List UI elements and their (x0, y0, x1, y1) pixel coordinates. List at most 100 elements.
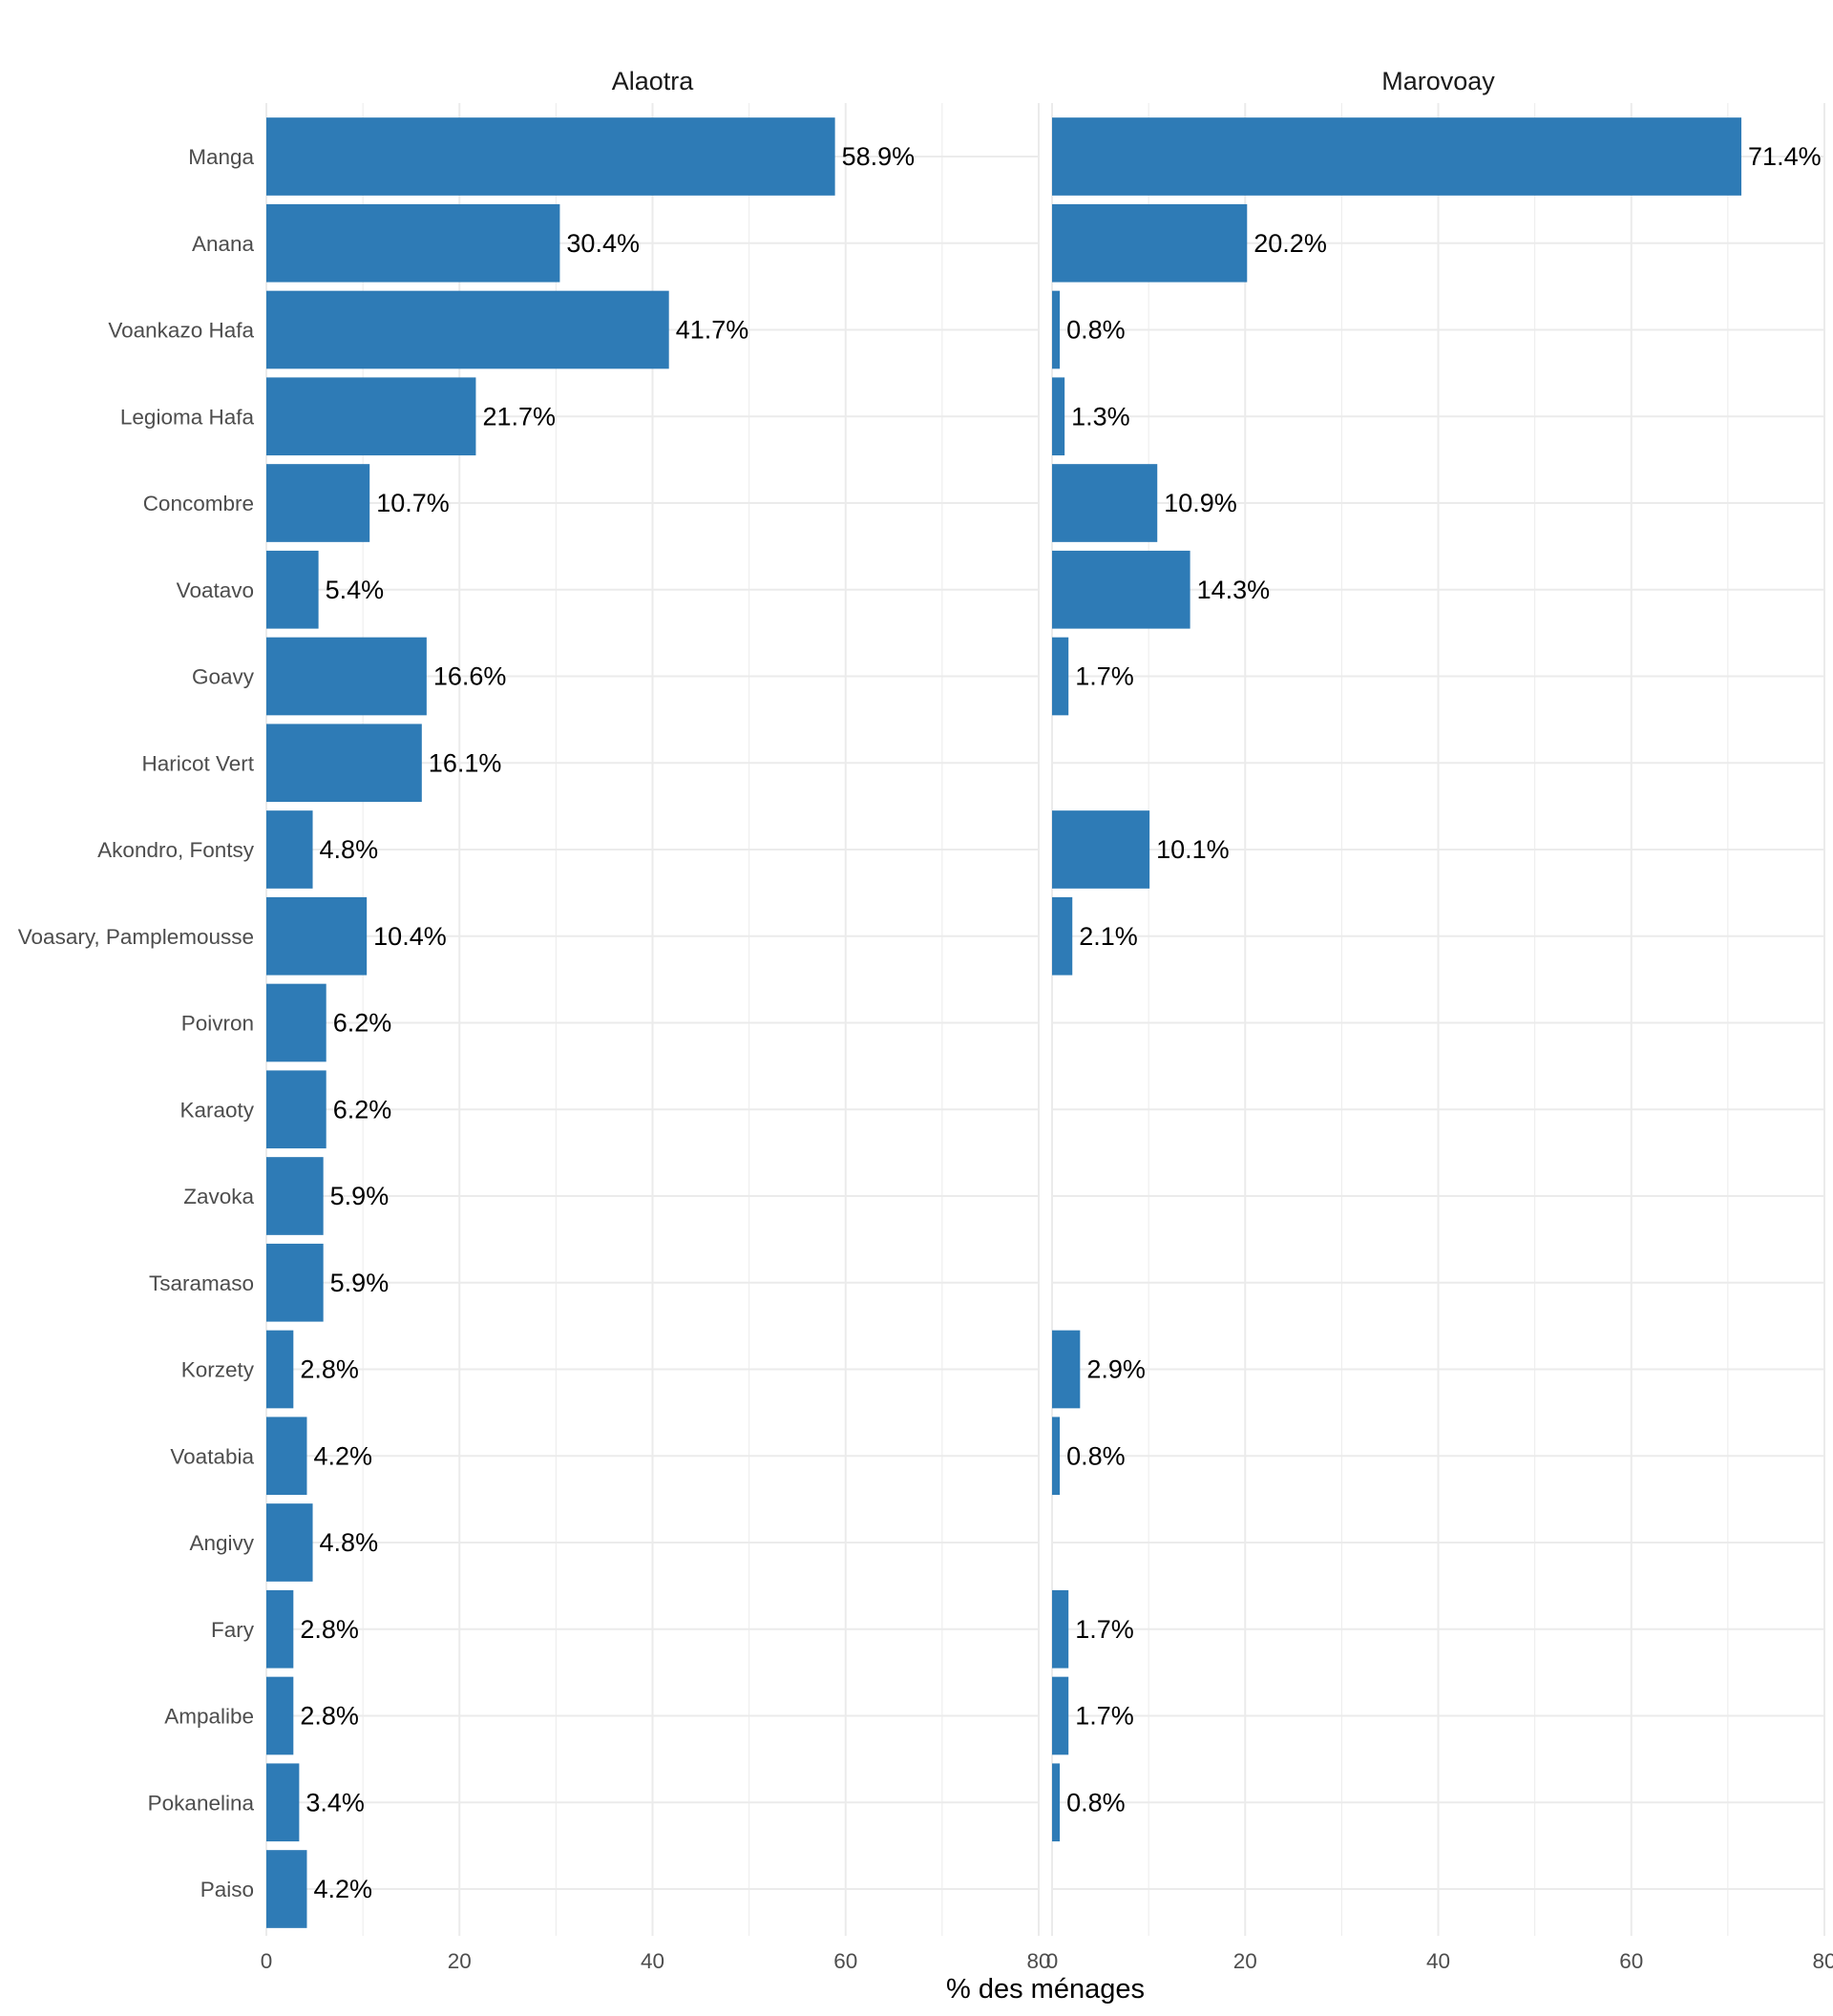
x-tick-label: 40 (641, 1949, 664, 1973)
facet-title: Alaotra (612, 67, 695, 95)
bar (266, 983, 327, 1062)
bar (266, 1503, 313, 1582)
bar (1052, 290, 1061, 369)
category-label: Korzety (181, 1358, 255, 1382)
data-label: 10.4% (373, 922, 447, 951)
x-tick-label: 60 (1619, 1949, 1643, 1973)
data-label: 4.8% (320, 1528, 379, 1557)
data-label: 2.1% (1079, 922, 1138, 951)
category-label: Ampalibe (164, 1705, 254, 1729)
facet-title: Marovoay (1381, 67, 1495, 95)
category-label: Paiso (200, 1878, 254, 1901)
data-label: 1.7% (1075, 1615, 1134, 1644)
data-label: 3.4% (306, 1788, 365, 1816)
x-tick-label: 80 (1026, 1949, 1050, 1973)
data-label: 5.4% (326, 576, 385, 604)
bar (266, 1243, 324, 1322)
bar (266, 290, 669, 369)
data-label: 10.1% (1156, 835, 1230, 864)
bar (266, 724, 422, 803)
data-label: 1.7% (1075, 662, 1134, 691)
data-label: 4.2% (313, 1875, 372, 1903)
category-label: Goavy (192, 665, 255, 689)
data-label: 4.8% (320, 835, 379, 864)
bar (266, 637, 427, 716)
data-label: 2.9% (1086, 1355, 1146, 1384)
data-label: 2.8% (300, 1355, 359, 1384)
data-label: 14.3% (1197, 576, 1271, 604)
data-label: 5.9% (330, 1269, 390, 1297)
data-label: 4.2% (313, 1441, 372, 1470)
bar (266, 550, 319, 629)
bar (266, 1157, 324, 1235)
data-label: 0.8% (1066, 316, 1126, 345)
bar (1052, 117, 1742, 196)
data-label: 2.8% (300, 1615, 359, 1644)
bar (266, 1070, 327, 1149)
category-label: Concombre (143, 492, 254, 515)
bar (266, 896, 368, 976)
category-label: Karaoty (179, 1098, 254, 1122)
bar (266, 1330, 294, 1409)
data-label: 16.6% (433, 662, 507, 691)
x-tick-label: 20 (1233, 1949, 1257, 1973)
x-tick-label: 0 (261, 1949, 273, 1973)
data-label: 2.8% (300, 1702, 359, 1731)
category-label: Anana (192, 232, 255, 256)
data-label: 10.9% (1164, 489, 1237, 517)
category-label: Poivron (181, 1012, 254, 1036)
category-label: Voatavo (177, 578, 254, 602)
bar (1052, 550, 1190, 629)
data-label: 1.3% (1071, 402, 1130, 430)
x-tick-label: 60 (833, 1949, 857, 1973)
bar (1052, 1763, 1061, 1842)
bar (1052, 637, 1069, 716)
bar (1052, 377, 1065, 456)
data-label: 16.1% (429, 748, 502, 777)
data-label: 20.2% (1254, 229, 1327, 258)
bar (1052, 1330, 1081, 1409)
bar (266, 1676, 294, 1755)
bar (266, 1417, 307, 1496)
x-tick-label: 80 (1812, 1949, 1833, 1973)
bar (266, 1850, 307, 1928)
data-label: 10.7% (376, 489, 450, 517)
bars (266, 117, 1742, 1928)
data-label: 30.4% (566, 229, 640, 258)
category-label: Tsaramaso (149, 1271, 254, 1295)
bar (266, 1763, 300, 1842)
category-label: Fary (211, 1618, 255, 1642)
data-label: 58.9% (842, 142, 916, 171)
x-tick-label: 40 (1426, 1949, 1450, 1973)
category-label: Voankazo Hafa (108, 319, 254, 343)
data-label: 5.9% (330, 1182, 390, 1210)
x-tick-label: 0 (1046, 1949, 1059, 1973)
category-label: Akondro, Fontsy (97, 838, 255, 862)
bar (266, 1589, 294, 1669)
bar (1052, 810, 1150, 889)
data-label: 71.4% (1748, 142, 1822, 171)
x-tick-label: 20 (448, 1949, 472, 1973)
category-label: Angivy (189, 1531, 254, 1555)
bar (1052, 464, 1158, 542)
bar (1052, 203, 1248, 283)
bar (266, 464, 370, 542)
data-label: 0.8% (1066, 1441, 1126, 1470)
data-label: 1.7% (1075, 1702, 1134, 1731)
data-label: 6.2% (333, 1095, 392, 1124)
bar (266, 117, 835, 196)
bar (1052, 1676, 1069, 1755)
bar (266, 810, 313, 889)
data-label: 21.7% (482, 402, 556, 430)
category-label: Haricot Vert (141, 751, 254, 775)
bar (266, 203, 560, 283)
category-label: Manga (188, 145, 254, 169)
x-axis-title: % des ménages (946, 1974, 1145, 2005)
category-label: Voatabia (170, 1444, 254, 1468)
category-label: Legioma Hafa (120, 405, 255, 429)
data-label: 6.2% (333, 1009, 392, 1038)
data-label: 0.8% (1066, 1788, 1126, 1816)
category-label: Voasary, Pamplemousse (18, 925, 254, 949)
data-label: 41.7% (676, 316, 749, 345)
